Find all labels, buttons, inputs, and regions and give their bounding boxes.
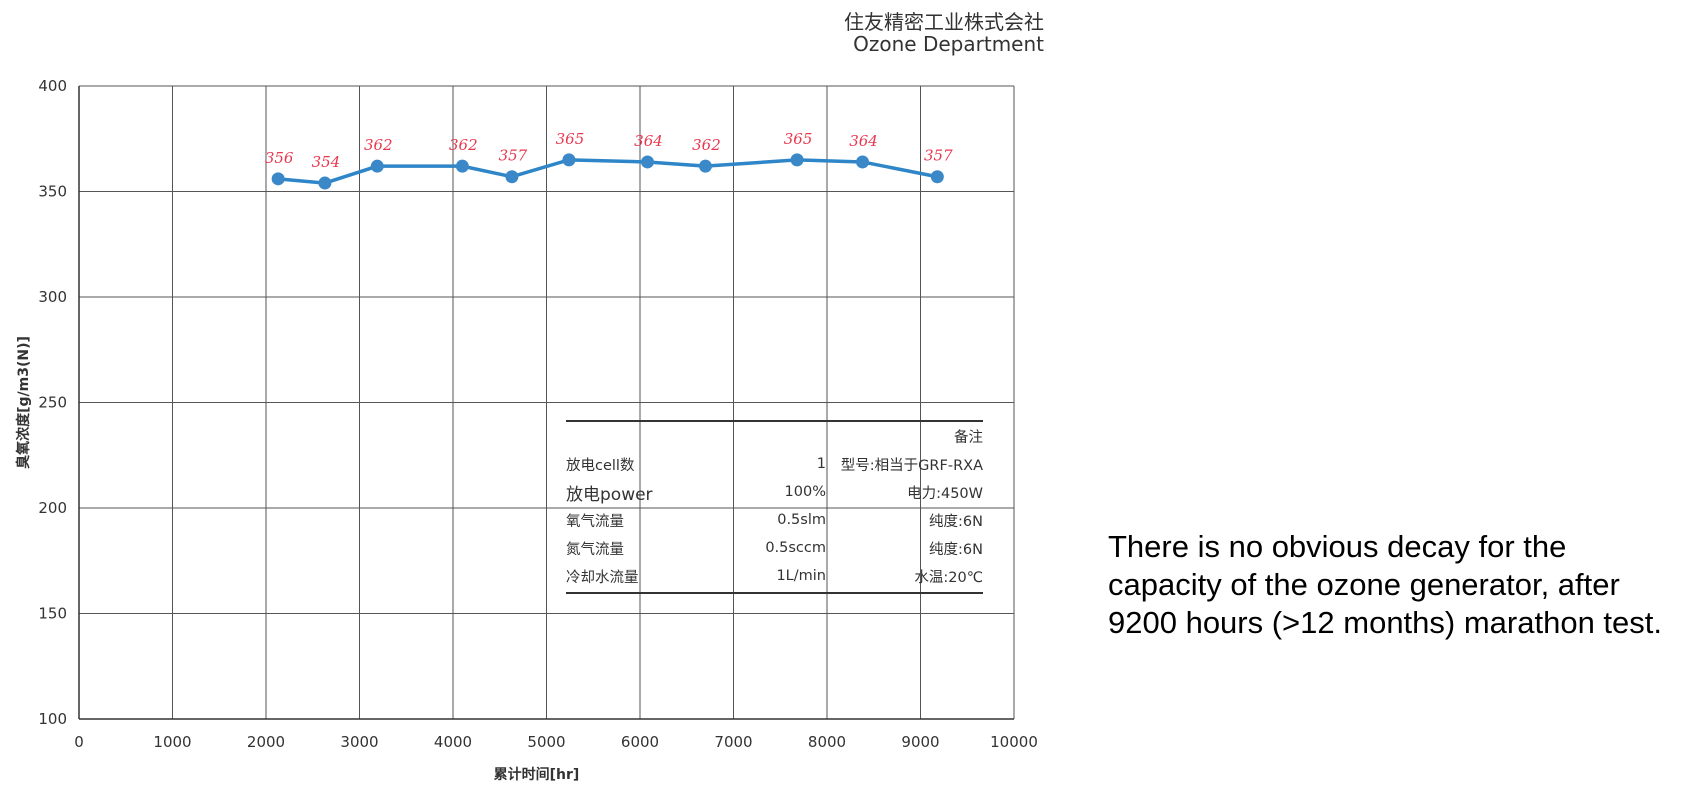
remark-header: 备注 <box>954 429 983 446</box>
data-point <box>455 159 469 173</box>
data-label: 365 <box>556 130 585 148</box>
data-point <box>698 159 712 173</box>
cell-remark: 纯度:6N <box>929 541 983 558</box>
y-tick-label: 400 <box>38 77 67 95</box>
cell-label: 放电cell数 <box>566 457 635 474</box>
data-label: 362 <box>364 136 393 154</box>
y-tick-label: 300 <box>38 288 67 306</box>
data-label: 365 <box>784 130 813 148</box>
table-row: 氮气流量 0.5sccm 纯度:6N <box>566 534 983 562</box>
x-tick-label: 8000 <box>808 733 846 751</box>
data-point <box>790 153 804 167</box>
department-name: Ozone Department <box>853 32 1044 56</box>
cell-remark: 电力:450W <box>907 485 983 502</box>
cell-label: 冷却水流量 <box>566 569 639 586</box>
conditions-table: 备注 放电cell数 1 型号:相当于GRF-RXA 放电power 100% 电力:45… <box>566 420 983 594</box>
data-label: 364 <box>849 132 878 150</box>
cell-value: 1 <box>816 456 826 472</box>
x-tick-label: 5000 <box>527 733 565 751</box>
x-tick-label: 6000 <box>621 733 659 751</box>
data-point <box>370 159 384 173</box>
y-tick-label: 100 <box>38 710 67 728</box>
table-row: 放电power 100% 电力:450W <box>566 478 983 506</box>
cell-label: 放电power <box>566 484 653 505</box>
data-point <box>562 153 576 167</box>
data-label: 357 <box>499 147 528 165</box>
cell-value: 1L/min <box>776 568 826 584</box>
company-name: 住友精密工业株式会社 <box>844 10 1044 34</box>
data-label: 364 <box>634 132 663 150</box>
cell-label: 氧气流量 <box>566 513 624 530</box>
data-point <box>505 170 519 184</box>
cell-remark: 纯度:6N <box>929 513 983 530</box>
y-tick-label: 250 <box>38 394 67 412</box>
data-point <box>318 176 332 190</box>
cell-value: 100% <box>784 484 826 500</box>
x-tick-label: 4000 <box>434 733 472 751</box>
cell-value: 0.5sccm <box>765 540 826 556</box>
x-axis-label: 累计时间[hr] <box>494 766 580 783</box>
cell-value: 0.5slm <box>777 512 826 528</box>
x-tick-label: 7000 <box>714 733 752 751</box>
table-row: 氧气流量 0.5slm 纯度:6N <box>566 506 983 534</box>
cell-remark: 水温:20℃ <box>914 569 983 586</box>
conclusion-note: There is no obvious decay for the capaci… <box>1108 529 1663 640</box>
x-tick-label: 9000 <box>901 733 939 751</box>
cell-remark: 型号:相当于GRF-RXA <box>840 457 983 474</box>
y-tick-label: 200 <box>38 499 67 517</box>
data-label: 362 <box>449 136 478 154</box>
y-tick-label: 150 <box>38 605 67 623</box>
x-tick-label: 2000 <box>247 733 285 751</box>
data-label: 356 <box>265 149 294 167</box>
x-tick-label: 1000 <box>153 733 191 751</box>
data-point <box>856 155 870 169</box>
data-label: 362 <box>692 136 721 154</box>
x-tick-label: 3000 <box>340 733 378 751</box>
data-label: 354 <box>312 153 341 171</box>
table-row: 冷却水流量 1L/min 水温:20℃ <box>566 562 983 590</box>
data-point <box>930 170 944 184</box>
y-axis-label: 臭氧浓度[g/m3(N)] <box>15 336 32 469</box>
data-point <box>640 155 654 169</box>
cell-label: 氮气流量 <box>566 541 624 558</box>
x-tick-label: 10000 <box>990 733 1038 751</box>
y-tick-label: 350 <box>38 183 67 201</box>
table-row: 放电cell数 1 型号:相当于GRF-RXA <box>566 450 983 478</box>
data-point <box>271 172 285 186</box>
x-tick-label: 0 <box>74 733 84 751</box>
data-label: 357 <box>924 147 953 165</box>
